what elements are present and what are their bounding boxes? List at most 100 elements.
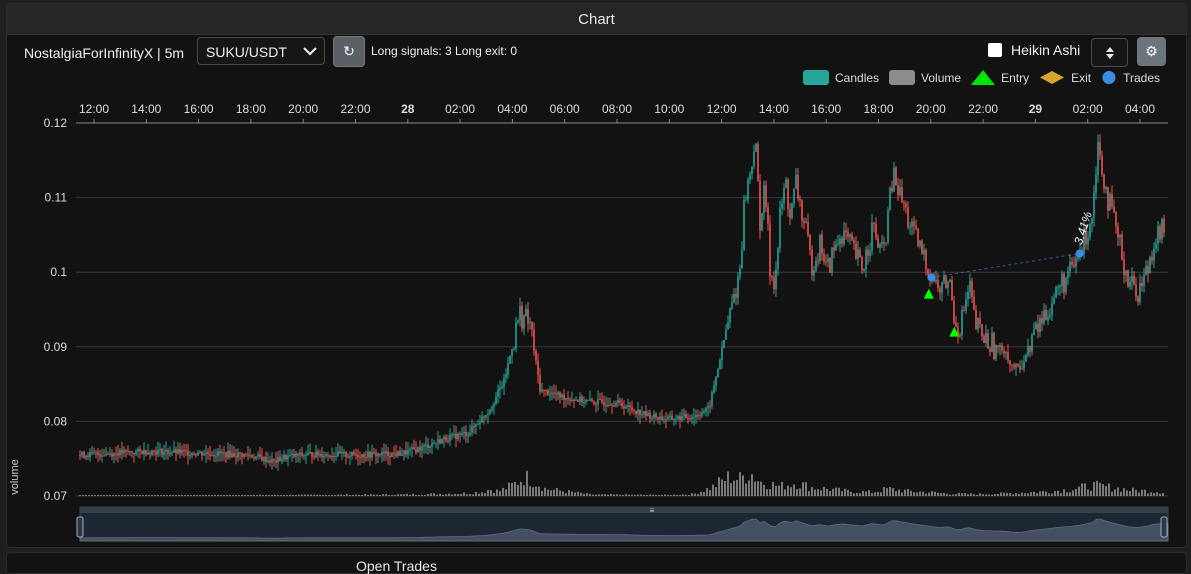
volume-bar <box>1096 480 1098 496</box>
volume-bar <box>880 492 882 496</box>
candle-body <box>247 454 249 456</box>
candle-body <box>653 413 655 418</box>
volume-bar <box>967 494 969 496</box>
candle-body <box>827 258 829 263</box>
candle-body <box>1113 206 1115 213</box>
candle-body <box>803 220 805 223</box>
candle-body <box>489 409 491 414</box>
candle-body <box>635 410 637 414</box>
candle-body <box>203 454 205 456</box>
candle-body <box>301 452 303 456</box>
candle-body <box>1043 310 1045 324</box>
volume-bar <box>331 495 333 496</box>
heikin-ashi-checkbox[interactable] <box>988 43 1002 57</box>
volume-bar <box>679 495 681 496</box>
volume-bar <box>142 495 144 496</box>
candle-body <box>951 279 953 301</box>
candle-body <box>847 231 849 237</box>
candle-body <box>971 280 973 297</box>
candle-body <box>485 415 487 418</box>
candle-body <box>851 234 853 241</box>
volume-bar <box>853 493 855 496</box>
candle-body <box>907 207 909 228</box>
volume-bar <box>865 491 867 496</box>
pair-select[interactable]: SUKU/USDT <box>197 37 325 65</box>
volume-bar <box>508 482 510 496</box>
volume-bar <box>772 481 774 496</box>
candle-body <box>427 444 429 449</box>
candle-body <box>233 453 235 457</box>
candle-body <box>1009 360 1011 365</box>
candle-body <box>993 332 995 359</box>
volume-bar <box>427 494 429 496</box>
candle-body <box>367 451 369 458</box>
candle-body <box>959 335 961 337</box>
candle-body <box>1157 226 1159 244</box>
candle-body <box>667 417 669 420</box>
volume-bar <box>148 495 150 496</box>
settings-button[interactable]: ⚙ <box>1137 37 1166 66</box>
candle-body <box>243 453 245 457</box>
candle-body <box>539 375 541 392</box>
legend-trades[interactable]: Trades <box>1101 70 1160 85</box>
candle-body <box>369 451 371 458</box>
volume-bar <box>451 494 453 496</box>
candle-body <box>681 416 683 421</box>
volume-bar <box>1012 494 1014 496</box>
volume-bar <box>556 487 558 496</box>
volume-bar <box>952 494 954 496</box>
candle-body <box>549 394 551 396</box>
candle-body <box>927 269 929 275</box>
price-chart[interactable]: 0.12 0.11 0.1 0.09 0.08 0.07 volume 12:00 14:00 1… <box>7 4 1186 547</box>
volume-bar <box>412 493 414 496</box>
volume-bar <box>1063 489 1065 496</box>
candle-body <box>303 455 305 457</box>
candle-body <box>285 455 287 460</box>
candle-body <box>235 456 237 458</box>
volume-bar <box>1135 489 1137 496</box>
volume-bar <box>652 494 654 496</box>
zoom-handle <box>76 516 84 538</box>
candle-body <box>535 350 537 361</box>
volume-bar <box>925 493 927 496</box>
volume-bar <box>286 495 288 496</box>
candle-body <box>765 184 767 208</box>
volume-bar <box>682 494 684 496</box>
legend-exit[interactable]: Exit <box>1039 70 1091 85</box>
candle-body <box>127 450 129 452</box>
candle-body <box>1117 226 1119 238</box>
volume-bar <box>697 494 699 496</box>
volume-bar <box>346 494 348 496</box>
candle-body <box>563 394 565 400</box>
volume-bar <box>1105 486 1107 496</box>
candle-body <box>497 389 499 397</box>
candle-body <box>985 333 987 344</box>
heikin-ashi-toggle[interactable]: Heikin Ashi <box>988 42 1080 58</box>
candle-body <box>995 345 997 359</box>
candle-body <box>865 249 867 269</box>
legend-volume[interactable]: Volume <box>889 70 961 85</box>
candle-body <box>171 452 173 454</box>
volume-bar <box>694 493 696 496</box>
candle-body <box>273 459 275 461</box>
volume-bar <box>97 495 99 496</box>
candle-body <box>817 260 819 262</box>
candle-body <box>1073 264 1075 267</box>
volume-bar <box>361 495 363 496</box>
legend-candles[interactable]: Candles <box>803 70 879 85</box>
legend-entry[interactable]: Entry <box>971 70 1029 85</box>
candle-body <box>119 449 121 456</box>
volume-bar <box>187 495 189 496</box>
candle-body <box>101 455 103 457</box>
candle-body <box>885 242 887 244</box>
candle-body <box>221 452 223 454</box>
candle-body <box>125 450 127 452</box>
volume-bar <box>811 487 813 496</box>
candle-body <box>291 453 293 456</box>
volume-bar <box>505 489 507 496</box>
x-tick-label: 28 <box>401 102 415 116</box>
refresh-button[interactable]: ↻ <box>333 36 365 67</box>
indicator-select-button[interactable] <box>1091 38 1128 67</box>
candle-body <box>573 399 575 401</box>
candle-body <box>987 333 989 349</box>
